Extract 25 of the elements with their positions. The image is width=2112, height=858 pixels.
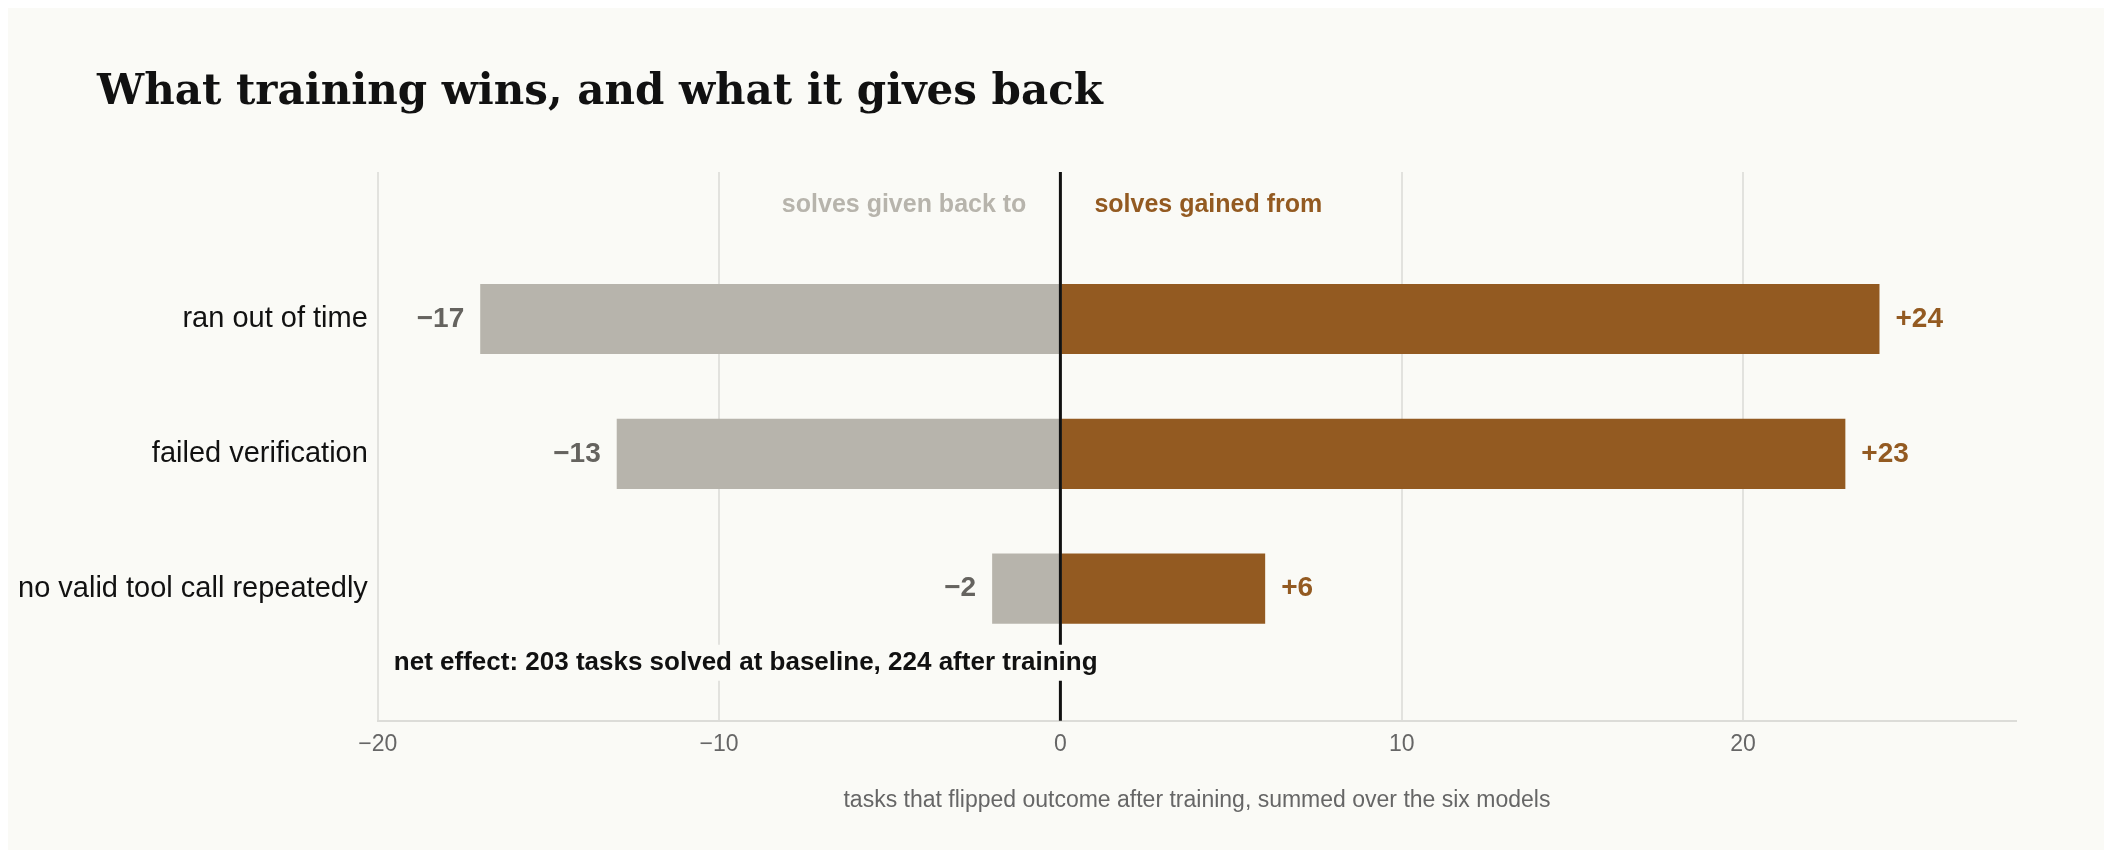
x-tick-label: 0 xyxy=(1054,729,1067,756)
y-tick-label: no valid tool call repeatedly xyxy=(18,570,369,603)
bar xyxy=(480,283,1060,355)
data-label: +23 xyxy=(1861,436,1909,468)
bar xyxy=(1061,283,1880,355)
data-label: −2 xyxy=(944,571,977,603)
bar xyxy=(616,418,1060,489)
x-tick-label: 10 xyxy=(1388,729,1415,756)
bar xyxy=(992,553,1060,624)
text: solves gained from xyxy=(1094,188,1323,217)
bar xyxy=(1061,418,1846,489)
annotation: net effect: 203 tasks solved at baseline, 224 after training xyxy=(393,645,1098,676)
text: solves given back to xyxy=(781,188,1027,217)
data-label: +6 xyxy=(1281,571,1314,603)
x-axis-title: tasks that flipped outcome after training, summed over the six models xyxy=(843,785,1551,812)
data-label: +24 xyxy=(1895,301,1944,333)
data-label: −17 xyxy=(416,301,465,333)
x-tick-label: −10 xyxy=(699,729,739,756)
y-tick-label: failed verification xyxy=(151,435,368,468)
chart-title: What training wins, and what it gives back xyxy=(96,65,1104,114)
data-label: −13 xyxy=(553,436,601,468)
x-tick-label: −20 xyxy=(358,729,398,756)
bar xyxy=(1061,553,1266,624)
x-tick-label: 20 xyxy=(1730,729,1756,756)
y-tick-label: ran out of time xyxy=(182,300,368,333)
